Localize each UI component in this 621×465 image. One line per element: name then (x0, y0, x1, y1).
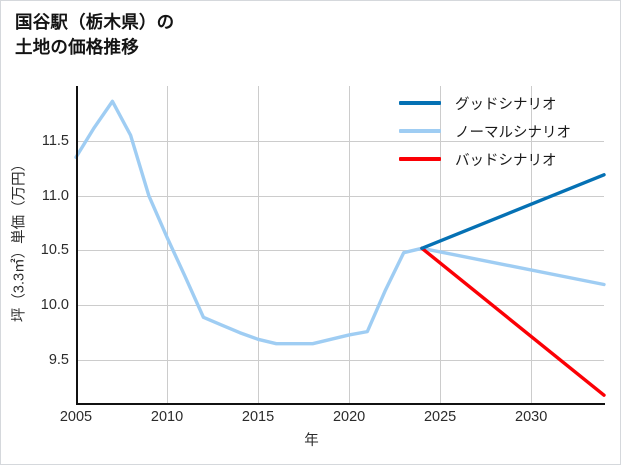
y-tick-label: 9.5 (48, 352, 69, 369)
gridline-vertical (167, 86, 169, 404)
chart-legend: グッドシナリオ ノーマルシナリオ バッドシナリオ (399, 89, 611, 173)
gridline-horizontal (76, 140, 604, 142)
x-axis-label: 年 (304, 433, 319, 449)
y-tick-label: 10.5 (40, 242, 69, 259)
y-tick-label: 10.0 (40, 297, 69, 314)
plot-area (74, 86, 606, 404)
y-axis-label: 坪（3.3㎡）単価（万円） (11, 156, 28, 323)
legend-label: グッドシナリオ (455, 96, 557, 113)
x-tick-label: 2015 (241, 409, 275, 425)
legend-swatch-icon (399, 101, 441, 105)
gridline-horizontal (76, 360, 604, 362)
x-tick-label: 2005 (59, 409, 93, 425)
legend-label: バッドシナリオ (455, 152, 557, 169)
y-tick-label: 11.0 (41, 187, 69, 204)
legend-item[interactable]: バッドシナリオ (399, 145, 611, 173)
gridline-horizontal (76, 250, 604, 252)
legend-label: ノーマルシナリオ (455, 124, 571, 141)
series-line (420, 246, 606, 397)
gridline-vertical (349, 86, 351, 404)
x-tick-label: 2010 (150, 409, 184, 425)
x-axis-line (76, 403, 605, 405)
gridline-vertical (440, 86, 442, 404)
gridline-horizontal (76, 305, 604, 307)
y-axis-line (76, 86, 78, 405)
legend-item[interactable]: グッドシナリオ (399, 89, 611, 117)
gridline-vertical (531, 86, 533, 404)
legend-swatch-icon (399, 157, 441, 161)
legend-swatch-icon (399, 129, 441, 133)
x-tick-label: 2020 (332, 409, 366, 425)
gridline-horizontal (76, 195, 604, 197)
series-line (420, 173, 606, 250)
legend-item[interactable]: ノーマルシナリオ (399, 117, 611, 145)
x-tick-label: 2030 (515, 409, 548, 425)
series-line (74, 99, 606, 346)
y-tick-label: 11.5 (41, 132, 69, 149)
series-lines (74, 99, 606, 397)
chart-title: 国谷駅（栃木県）の 土地の価格推移 (15, 12, 175, 57)
y-tick-labels: 9.5 10.0 10.5 11.0 11.5 (1, 1, 69, 464)
x-tick-label: 2025 (423, 409, 457, 425)
gridline-vertical (258, 86, 260, 404)
